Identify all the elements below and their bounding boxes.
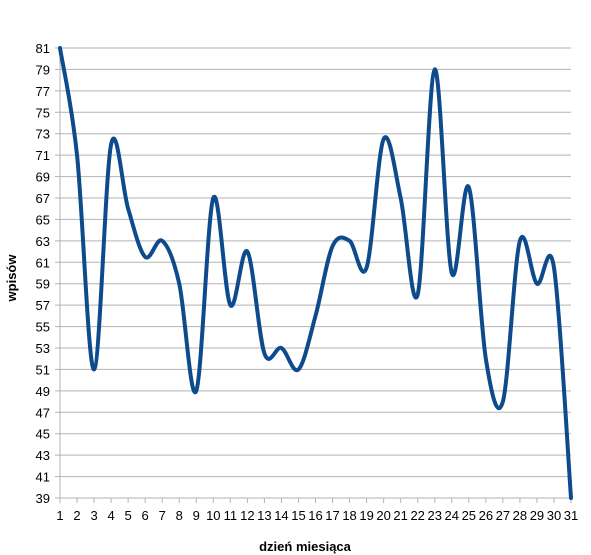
x-tick-label: 3 <box>90 508 97 523</box>
y-tick-label: 69 <box>36 170 50 185</box>
data-point-day-30 <box>552 266 556 270</box>
y-tick-label: 61 <box>36 255 50 270</box>
x-tick-label: 15 <box>291 508 305 523</box>
x-tick-label: 8 <box>176 508 183 523</box>
data-point-day-7 <box>160 239 164 243</box>
x-tick-label: 26 <box>479 508 493 523</box>
data-point-day-2 <box>75 153 79 157</box>
plot-area <box>58 46 573 500</box>
data-point-day-8 <box>177 282 181 286</box>
data-point-day-26 <box>484 357 488 361</box>
x-tick-label: 4 <box>107 508 114 523</box>
x-tick-label: 16 <box>308 508 322 523</box>
series-line-0 <box>58 46 573 500</box>
x-tick-label: 31 <box>564 508 578 523</box>
data-point-day-13 <box>262 351 266 355</box>
x-tick-label: 28 <box>513 508 527 523</box>
y-tick-label: 47 <box>36 405 50 420</box>
y-tick-label: 51 <box>36 362 50 377</box>
y-tick-label: 45 <box>36 427 50 442</box>
x-tick-label: 17 <box>325 508 339 523</box>
data-point-day-5 <box>126 207 130 211</box>
x-tick-label: 6 <box>142 508 149 523</box>
y-tick-label: 67 <box>36 191 50 206</box>
y-tick-label: 71 <box>36 148 50 163</box>
x-tick-label: 12 <box>240 508 254 523</box>
x-tick-label: 21 <box>393 508 407 523</box>
x-tick-label: 2 <box>73 508 80 523</box>
data-point-day-29 <box>535 282 539 286</box>
data-point-day-12 <box>245 250 249 254</box>
x-axis-title: dzień miesiąca <box>259 539 352 554</box>
x-tick-label: 19 <box>359 508 373 523</box>
data-point-day-14 <box>279 346 283 350</box>
data-point-day-23 <box>433 67 437 71</box>
y-tick-label: 49 <box>36 384 50 399</box>
y-tick-label: 75 <box>36 105 50 120</box>
x-tick-label: 14 <box>274 508 288 523</box>
data-point-day-3 <box>92 367 96 371</box>
x-tick-label: 11 <box>224 508 238 523</box>
data-point-day-6 <box>143 255 147 259</box>
data-points <box>58 46 573 500</box>
data-point-day-24 <box>450 271 454 275</box>
y-tick-label: 59 <box>36 277 50 292</box>
y-tick-label: 81 <box>36 41 50 56</box>
x-tick-label: 30 <box>547 508 561 523</box>
y-tick-label: 41 <box>36 470 50 485</box>
y-tick-label: 63 <box>36 234 50 249</box>
data-point-day-16 <box>314 314 318 318</box>
grid-lines <box>59 47 571 499</box>
y-tick-label: 57 <box>36 298 50 313</box>
y-tick-label: 65 <box>36 212 50 227</box>
x-tick-label: 5 <box>125 508 132 523</box>
x-tick-label: 1 <box>56 508 63 523</box>
data-point-day-20 <box>382 137 386 141</box>
x-tick-label: 20 <box>376 508 390 523</box>
x-tick-label: 24 <box>445 508 459 523</box>
y-tick-label: 55 <box>36 320 50 335</box>
y-axis-title: wpisów <box>4 254 19 303</box>
data-point-day-28 <box>518 239 522 243</box>
y-tick-label: 39 <box>36 491 50 506</box>
x-tick-label: 25 <box>462 508 476 523</box>
y-tick-label: 53 <box>36 341 50 356</box>
x-tick-label: 13 <box>257 508 271 523</box>
data-point-day-17 <box>331 244 335 248</box>
data-point-day-31 <box>569 496 573 500</box>
x-tick-label: 22 <box>410 508 424 523</box>
data-point-day-4 <box>109 142 113 146</box>
y-tick-label: 73 <box>36 127 50 142</box>
x-tick-label: 10 <box>206 508 220 523</box>
data-point-day-11 <box>228 303 232 307</box>
y-tick-label: 79 <box>36 62 50 77</box>
x-tick-label: 23 <box>427 508 441 523</box>
data-point-day-18 <box>348 239 352 243</box>
data-point-day-22 <box>416 292 420 296</box>
y-tick-label: 77 <box>36 84 50 99</box>
data-point-day-21 <box>399 196 403 200</box>
data-point-day-15 <box>296 367 300 371</box>
x-tick-label: 7 <box>159 508 166 523</box>
data-point-day-27 <box>501 400 505 404</box>
data-point-day-1 <box>58 46 62 50</box>
x-axis-ticks: 1 2 3 4 5 6 7 8 9 10 11 12 13 14 15 16 17 18 19 20 21 22 23 24 2… <box>56 498 578 523</box>
y-tick-label: 43 <box>36 448 50 463</box>
data-point-day-25 <box>467 185 471 189</box>
x-tick-label: 27 <box>496 508 510 523</box>
y-axis-ticks: 39 41 43 45 47 49 51 53 55 57 59 61 63 65 67 69 71 73 75 77… <box>36 41 60 506</box>
data-point-day-19 <box>365 266 369 270</box>
data-point-day-9 <box>194 389 198 393</box>
data-point-day-10 <box>211 196 215 200</box>
x-tick-label: 29 <box>530 508 544 523</box>
x-tick-label: 18 <box>342 508 356 523</box>
x-tick-label: 9 <box>193 508 200 523</box>
